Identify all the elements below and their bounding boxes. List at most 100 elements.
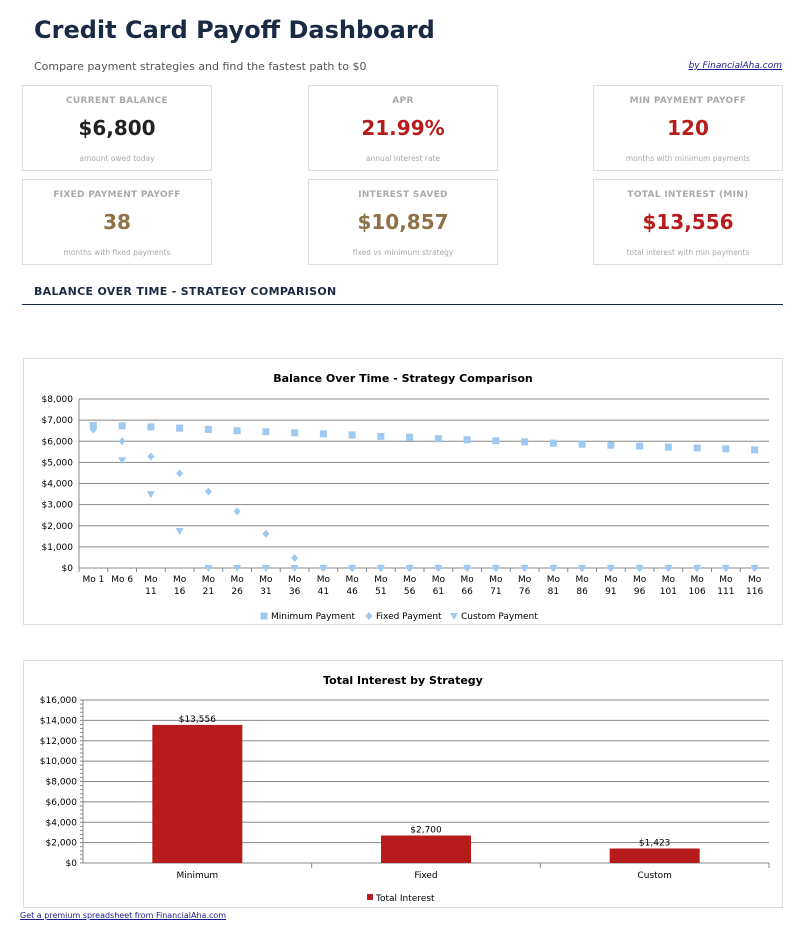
marker-triangle <box>261 565 270 572</box>
legend-label: Fixed Payment <box>376 612 442 622</box>
marker-square <box>319 430 327 438</box>
premium-link[interactable]: Get a premium spreadsheet from Financial… <box>20 911 227 920</box>
marker-diamond <box>262 529 270 538</box>
interest-chart: Total Interest by Strategy $0 $2,000 $4,000… <box>23 660 783 908</box>
kpi-label: APR <box>392 96 414 106</box>
x-tick-label: Mo <box>518 575 532 585</box>
kpi-value: $10,857 <box>357 210 449 234</box>
marker-diamond <box>365 612 373 620</box>
marker-square <box>693 444 701 452</box>
marker-square <box>722 445 730 453</box>
marker-square <box>751 446 759 454</box>
x-tick-label: 101 <box>660 587 677 597</box>
kpi-label: TOTAL INTEREST (MIN) <box>627 190 749 200</box>
marker-diamond <box>147 452 155 461</box>
kpi-caption: fixed vs minimum strategy <box>352 248 454 257</box>
y-tick-label: $1,000 <box>42 543 74 553</box>
section-title: BALANCE OVER TIME - STRATEGY COMPARISON <box>34 285 337 298</box>
x-tick-label: Mo 1 <box>82 575 104 585</box>
kpi-value: $13,556 <box>642 210 734 234</box>
x-tick-label: 31 <box>260 587 271 597</box>
x-tick-label: 91 <box>605 587 616 597</box>
y-tick-label: $6,000 <box>42 437 74 447</box>
x-tick-label: 86 <box>576 587 588 597</box>
x-tick-label: Mo <box>432 575 446 585</box>
section-divider <box>22 304 783 305</box>
x-tick-label: Mo <box>604 575 618 585</box>
x-tick-label: 66 <box>461 587 473 597</box>
marker-square <box>291 429 299 437</box>
marker-triangle <box>348 565 357 572</box>
page-subtitle: Compare payment strategies and find the … <box>34 60 367 73</box>
x-tick-label: 16 <box>174 587 186 597</box>
x-tick-label: 61 <box>433 587 444 597</box>
marker-triangle <box>233 565 242 572</box>
x-tick-label: 26 <box>231 587 243 597</box>
x-tick-label: 111 <box>717 587 734 597</box>
page-title: Credit Card Payoff Dashboard <box>34 16 435 44</box>
marker-triangle <box>376 565 385 572</box>
marker-square <box>521 438 529 446</box>
kpi-caption: amount owed today <box>79 154 155 163</box>
y-tick-label: $5,000 <box>42 458 74 468</box>
y-tick-label: $7,000 <box>42 416 74 426</box>
x-tick-label: 11 <box>145 587 156 597</box>
marker-diamond <box>204 487 212 496</box>
x-tick-label: Mo <box>662 575 676 585</box>
bar <box>152 724 243 863</box>
x-tick-label: Mo <box>374 575 388 585</box>
x-tick-label: 36 <box>289 587 301 597</box>
x-tick-label: Mo <box>633 575 647 585</box>
x-tick-label: Mo <box>690 575 704 585</box>
chart-title: Total Interest by Strategy <box>323 674 483 687</box>
x-tick-label: 46 <box>346 587 358 597</box>
y-tick-label: $6,000 <box>46 798 78 808</box>
legend-label: Custom Payment <box>461 612 538 622</box>
x-tick-label: Mo 6 <box>111 575 133 585</box>
marker-triangle <box>434 565 443 572</box>
kpi-card: APR 21.99% annual interest rate <box>308 85 498 171</box>
marker-triangle <box>491 565 500 572</box>
marker-square <box>176 424 184 432</box>
x-tick-label: 21 <box>203 587 214 597</box>
marker-triangle <box>606 565 615 572</box>
kpi-value: 120 <box>667 116 709 140</box>
marker-triangle <box>89 425 98 433</box>
x-tick-label: 56 <box>404 587 416 597</box>
y-tick-label: $12,000 <box>40 737 77 747</box>
marker-triangle <box>693 565 702 572</box>
y-tick-label: $2,000 <box>46 839 78 849</box>
kpi-label: MIN PAYMENT PAYOFF <box>629 96 747 106</box>
marker-square <box>204 425 212 433</box>
y-tick-label: $16,000 <box>40 696 77 706</box>
byline-link[interactable]: by FinancialAha.com <box>688 61 782 71</box>
x-tick-label: Mo <box>288 575 302 585</box>
marker-triangle <box>450 613 458 620</box>
x-tick-label: Mo <box>547 575 561 585</box>
marker-triangle <box>664 565 673 572</box>
y-tick-label: $8,000 <box>42 395 74 405</box>
y-tick-label: $4,000 <box>42 480 74 490</box>
x-tick-label: 96 <box>634 587 646 597</box>
marker-square <box>147 423 155 431</box>
y-tick-label: $8,000 <box>46 778 78 788</box>
marker-triangle <box>175 528 184 536</box>
kpi-caption: months with fixed payments <box>63 248 171 257</box>
data-label: $1,423 <box>639 839 671 849</box>
kpi-value: $6,800 <box>78 116 156 140</box>
x-tick-label: Mo <box>259 575 273 585</box>
marker-square <box>578 440 586 448</box>
marker-triangle <box>750 565 759 572</box>
kpi-card: INTEREST SAVED $10,857 fixed vs minimum st… <box>308 179 498 265</box>
marker-square <box>492 437 500 445</box>
data-label: $2,700 <box>410 825 442 835</box>
x-tick-label: Minimum <box>176 871 218 881</box>
marker-triangle <box>118 457 127 465</box>
marker-square <box>406 433 414 441</box>
kpi-label: INTEREST SAVED <box>358 190 448 200</box>
marker-triangle <box>578 565 587 572</box>
legend-label: Total Interest <box>375 894 435 904</box>
x-tick-label: Custom <box>637 871 671 881</box>
marker-triangle <box>520 565 529 572</box>
marker-triangle <box>635 565 644 572</box>
